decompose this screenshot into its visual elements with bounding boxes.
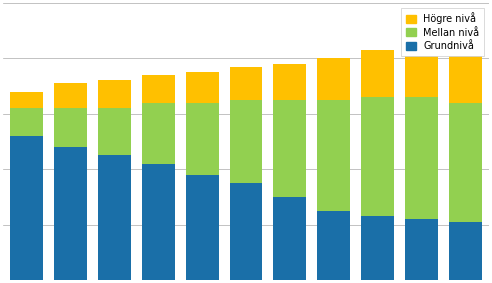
Bar [230,183,262,280]
Bar [317,100,350,211]
Legend: Högre nivå, Mellan nivå, Grundnivå: Högre nivå, Mellan nivå, Grundnivå [401,8,484,56]
Bar [54,147,87,280]
Bar [142,103,175,164]
Bar [10,92,43,108]
Bar [142,75,175,103]
Bar [405,219,438,280]
Bar [274,197,306,280]
Bar [361,50,394,97]
Bar [98,80,131,108]
Bar [186,175,218,280]
Bar [186,72,218,103]
Bar [449,222,482,280]
Bar [449,44,482,103]
Bar [274,64,306,100]
Bar [54,108,87,147]
Bar [274,100,306,197]
Bar [10,136,43,280]
Bar [405,97,438,219]
Bar [54,83,87,108]
Bar [142,164,175,280]
Bar [449,103,482,222]
Bar [230,100,262,183]
Bar [361,97,394,216]
Bar [186,103,218,175]
Bar [405,44,438,97]
Bar [10,108,43,136]
Bar [317,211,350,280]
Bar [230,67,262,100]
Bar [317,58,350,100]
Bar [361,216,394,280]
Bar [98,155,131,280]
Bar [98,108,131,155]
